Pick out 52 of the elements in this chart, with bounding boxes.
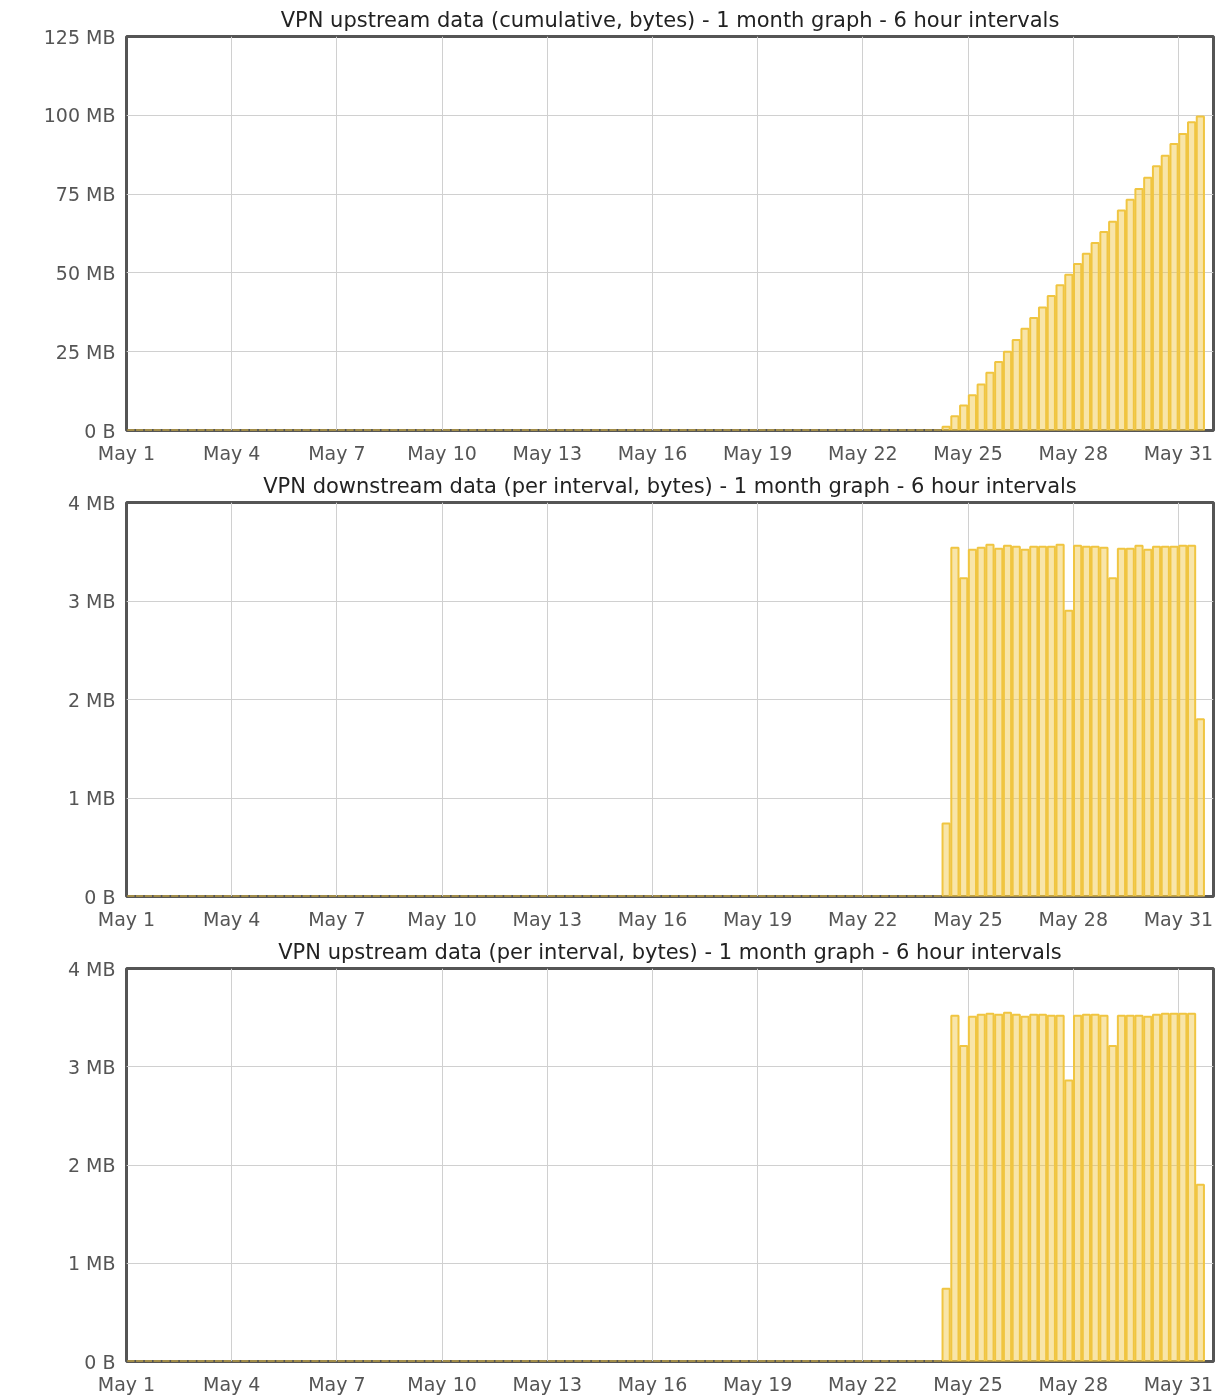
x-tick-label: May 25: [933, 1372, 1003, 1395]
y-tick-label: 1 MB: [67, 1252, 116, 1275]
x-tick-label: May 22: [828, 907, 898, 930]
chart-title: VPN downstream data (per interval, bytes) - 1 month graph - 6 hour intervals: [263, 473, 1077, 498]
chart-title: VPN upstream data (per interval, bytes) - 1 month graph - 6 hour intervals: [278, 939, 1062, 964]
x-tick-label: May 7: [308, 441, 366, 464]
x-tick-label: May 1: [97, 1372, 156, 1395]
y-tick-label: 0 B: [84, 1350, 116, 1373]
y-tick-label: 3 MB: [67, 1055, 116, 1078]
y-tick-label: 2 MB: [67, 688, 116, 711]
x-tick-label: May 13: [512, 907, 583, 930]
x-tick-label: May 28: [1038, 907, 1108, 930]
y-tick-label: 0 B: [84, 885, 116, 908]
y-tick-label: 4 MB: [67, 957, 116, 980]
x-tick-label: May 28: [1038, 441, 1108, 464]
chart-title: VPN upstream data (cumulative, bytes) - 1 month graph - 6 hour intervals: [280, 7, 1060, 32]
y-tick-label: 2 MB: [67, 1154, 116, 1176]
y-tick-label: 4 MB: [67, 491, 116, 514]
y-tick-label: 50 MB: [55, 261, 116, 284]
x-tick-label: May 31: [1143, 1372, 1214, 1395]
x-tick-label: May 4: [202, 1372, 261, 1395]
y-tick-label: 25 MB: [55, 340, 116, 363]
x-tick-label: May 7: [308, 1372, 366, 1395]
x-tick-label: May 10: [407, 441, 477, 464]
x-tick-label: May 19: [722, 441, 793, 464]
x-tick-label: May 31: [1143, 441, 1214, 464]
x-tick-label: May 25: [933, 907, 1003, 930]
x-tick-label: May 1: [97, 441, 156, 464]
x-tick-label: May 19: [722, 907, 793, 930]
x-tick-label: May 16: [617, 907, 688, 930]
x-tick-label: May 19: [722, 1372, 793, 1395]
y-tick-label: 125 MB: [43, 25, 116, 48]
y-tick-label: 0 B: [84, 419, 116, 442]
x-tick-label: May 28: [1038, 1372, 1108, 1395]
x-tick-label: May 22: [828, 1372, 898, 1395]
x-tick-label: May 7: [308, 907, 366, 930]
y-tick-label: 75 MB: [55, 183, 116, 206]
x-tick-label: May 13: [512, 441, 583, 464]
x-tick-label: May 1: [97, 907, 156, 930]
y-tick-label: 3 MB: [67, 590, 116, 612]
x-tick-label: May 13: [512, 1372, 583, 1395]
x-tick-label: May 25: [933, 441, 1003, 464]
x-tick-label: May 10: [407, 1372, 477, 1395]
y-tick-label: 100 MB: [43, 104, 116, 127]
x-tick-label: May 4: [202, 441, 261, 464]
y-tick-label: 1 MB: [67, 787, 116, 809]
x-tick-label: May 22: [828, 441, 898, 464]
x-tick-label: May 31: [1143, 907, 1214, 930]
x-tick-label: May 4: [202, 907, 261, 930]
x-tick-label: May 10: [407, 907, 477, 930]
x-tick-label: May 16: [617, 441, 688, 464]
x-tick-label: May 16: [617, 1372, 688, 1395]
